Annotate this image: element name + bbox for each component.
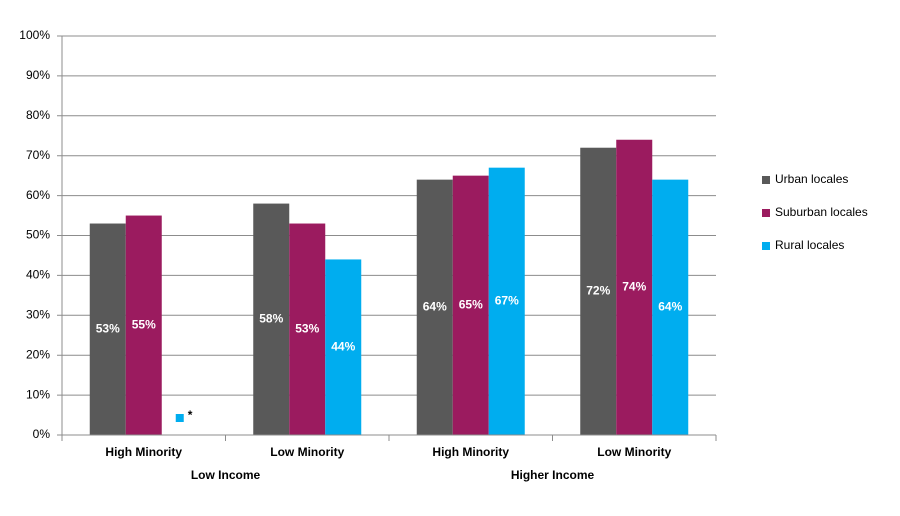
data-label: 64%	[423, 299, 447, 313]
data-label: 67%	[495, 294, 519, 308]
group-label: Higher Income	[511, 468, 595, 482]
bar	[253, 203, 290, 435]
x-tick-label: Low Minority	[597, 445, 671, 459]
bar	[652, 179, 689, 435]
y-tick-label: 30%	[26, 307, 50, 321]
annotation-marker	[175, 414, 184, 422]
bar	[580, 147, 617, 435]
y-tick-label: 100%	[19, 28, 50, 42]
data-label: 65%	[459, 297, 483, 311]
bar	[89, 223, 126, 435]
y-tick-label: 10%	[26, 387, 50, 401]
y-tick-label: 20%	[26, 347, 50, 361]
legend-swatch	[762, 242, 770, 250]
bar	[488, 167, 525, 436]
x-tick-label: Low Minority	[270, 445, 344, 459]
group-label: Low Income	[191, 468, 261, 482]
data-label: 53%	[295, 321, 319, 335]
annotation: *	[188, 408, 193, 422]
y-tick-label: 90%	[26, 68, 50, 82]
bar	[416, 179, 453, 435]
bar	[289, 223, 326, 435]
legend-label: Rural locales	[775, 238, 844, 252]
bar	[616, 139, 653, 436]
y-tick-label: 60%	[26, 188, 50, 202]
data-label: 55%	[132, 317, 156, 331]
bar	[325, 259, 362, 435]
y-tick-label: 50%	[26, 228, 50, 242]
data-label: 58%	[259, 311, 283, 325]
y-tick-label: 70%	[26, 148, 50, 162]
y-tick-label: 0%	[33, 427, 51, 441]
data-label: 74%	[622, 280, 646, 294]
x-tick-label: High Minority	[105, 445, 182, 459]
legend-swatch	[762, 209, 770, 217]
data-label: 44%	[331, 339, 355, 353]
bar	[452, 175, 489, 435]
y-tick-label: 80%	[26, 108, 50, 122]
y-tick-label: 40%	[26, 268, 50, 282]
bar	[125, 215, 162, 435]
legend-label: Urban locales	[775, 172, 848, 186]
legend-swatch	[762, 176, 770, 184]
x-tick-label: High Minority	[432, 445, 509, 459]
data-label: 64%	[658, 299, 682, 313]
data-label: 53%	[96, 321, 120, 335]
data-label: 72%	[586, 284, 610, 298]
legend-label: Suburban locales	[775, 205, 868, 219]
